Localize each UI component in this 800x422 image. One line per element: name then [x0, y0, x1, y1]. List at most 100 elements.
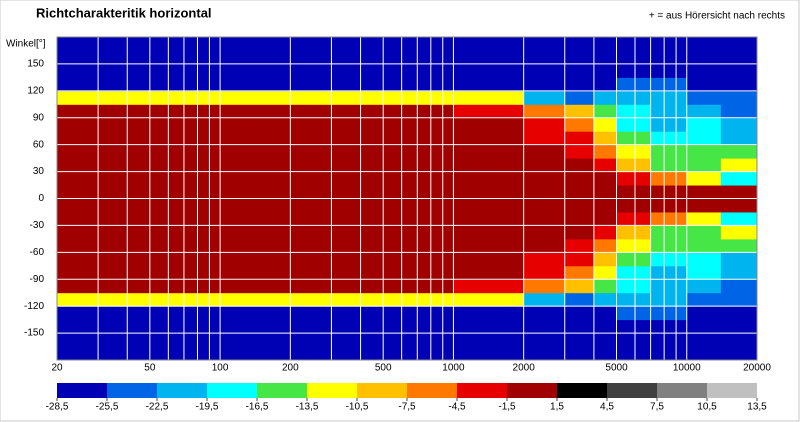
heat-cell [593, 333, 618, 348]
heat-cell [57, 279, 454, 294]
heat-cell [593, 63, 618, 78]
heat-cell [523, 279, 566, 294]
heat-cell [720, 279, 758, 294]
heat-cell [523, 90, 566, 105]
heat-cell [57, 171, 454, 186]
heat-cell [523, 185, 566, 199]
heat-cell [564, 346, 595, 361]
heatmap [57, 37, 758, 361]
heat-cell [616, 333, 652, 348]
colorbar-label: -19,5 [196, 402, 219, 413]
heat-cell [57, 252, 454, 267]
colorbar-label: -22,5 [146, 402, 169, 413]
heat-cell [593, 346, 618, 361]
heat-cell [564, 306, 595, 321]
heat-cell [686, 185, 722, 199]
x-tick-label: 50 [144, 363, 156, 374]
y-tick-label: -150 [24, 328, 44, 339]
heat-cell [564, 319, 595, 334]
heat-cell [616, 238, 652, 253]
heat-cell [523, 211, 566, 226]
heat-cell [686, 306, 722, 321]
heat-cell [57, 77, 454, 92]
heat-cell [616, 50, 652, 65]
heat-cell [593, 158, 618, 173]
x-tick-label: 20 [51, 363, 63, 374]
heat-cell [564, 171, 595, 186]
heat-cell [686, 252, 722, 267]
heat-cell [453, 279, 525, 294]
grid: 20 50 100 200 500 1000 2000 5000 10000 20000 -150 -… [24, 36, 771, 374]
heat-cell [650, 306, 688, 321]
heat-cell [564, 90, 595, 105]
heat-cell [720, 306, 758, 321]
heat-cell [686, 211, 722, 226]
heat-cell [523, 117, 566, 132]
heat-cell [57, 144, 454, 159]
heat-cell [453, 306, 525, 321]
heat-cell [57, 117, 454, 132]
heat-cell [650, 292, 688, 307]
heat-cell [686, 238, 722, 253]
heat-cell [616, 252, 652, 267]
heat-cell [686, 90, 722, 105]
heat-cell [616, 171, 652, 186]
heat-cell [564, 265, 595, 280]
colorbar-label: -1,5 [498, 402, 516, 413]
colorbar-label: -28,5 [46, 402, 69, 413]
heat-cell [650, 185, 688, 199]
heat-cell [523, 346, 566, 361]
heat-cell [593, 50, 618, 65]
heat-cell [57, 333, 454, 348]
heat-cell [523, 144, 566, 159]
colorbar-swatch [407, 383, 457, 398]
colorbar-swatch [507, 383, 557, 398]
heat-cell [720, 117, 758, 132]
heat-cell [720, 131, 758, 146]
x-tick-label: 2000 [513, 363, 536, 374]
y-tick-label: 120 [27, 85, 44, 96]
heat-cell [720, 185, 758, 199]
heat-cell [57, 63, 454, 78]
y-tick-label: -60 [30, 247, 45, 258]
heat-cell [616, 90, 652, 105]
heat-cell [523, 238, 566, 253]
heat-cell [593, 306, 618, 321]
heat-cell [720, 198, 758, 213]
heat-cell [523, 77, 566, 92]
colorbar-label: 13,5 [747, 402, 767, 413]
heat-cell [650, 265, 688, 280]
heat-cell [720, 104, 758, 119]
heat-cell [523, 319, 566, 334]
heat-cell [564, 279, 595, 294]
heat-cell [57, 104, 454, 119]
heat-cell [523, 158, 566, 173]
heat-cell [616, 265, 652, 280]
heat-cell [453, 292, 525, 307]
heat-cell [616, 185, 652, 199]
heat-cell [593, 131, 618, 146]
heat-cell [453, 238, 525, 253]
heat-cell [720, 144, 758, 159]
colorbar-label: -4,5 [448, 402, 466, 413]
heat-cell [593, 265, 618, 280]
heat-cell [453, 144, 525, 159]
heat-cell [686, 37, 722, 51]
heat-cell [593, 104, 618, 119]
x-tick-label: 500 [375, 363, 392, 374]
heat-cell [453, 77, 525, 92]
heat-cell [686, 225, 722, 240]
colorbar-label: 4,5 [600, 402, 614, 413]
y-tick-label: 30 [33, 166, 45, 177]
heat-cell [453, 37, 525, 51]
heat-cell [720, 90, 758, 105]
heat-cell [616, 211, 652, 226]
heat-cell [57, 198, 454, 213]
heat-cell [593, 279, 618, 294]
heat-cell [650, 37, 688, 51]
heat-cell [686, 77, 722, 92]
heat-cell [686, 171, 722, 186]
heat-cell [564, 333, 595, 348]
colorbar-swatch [207, 383, 257, 398]
